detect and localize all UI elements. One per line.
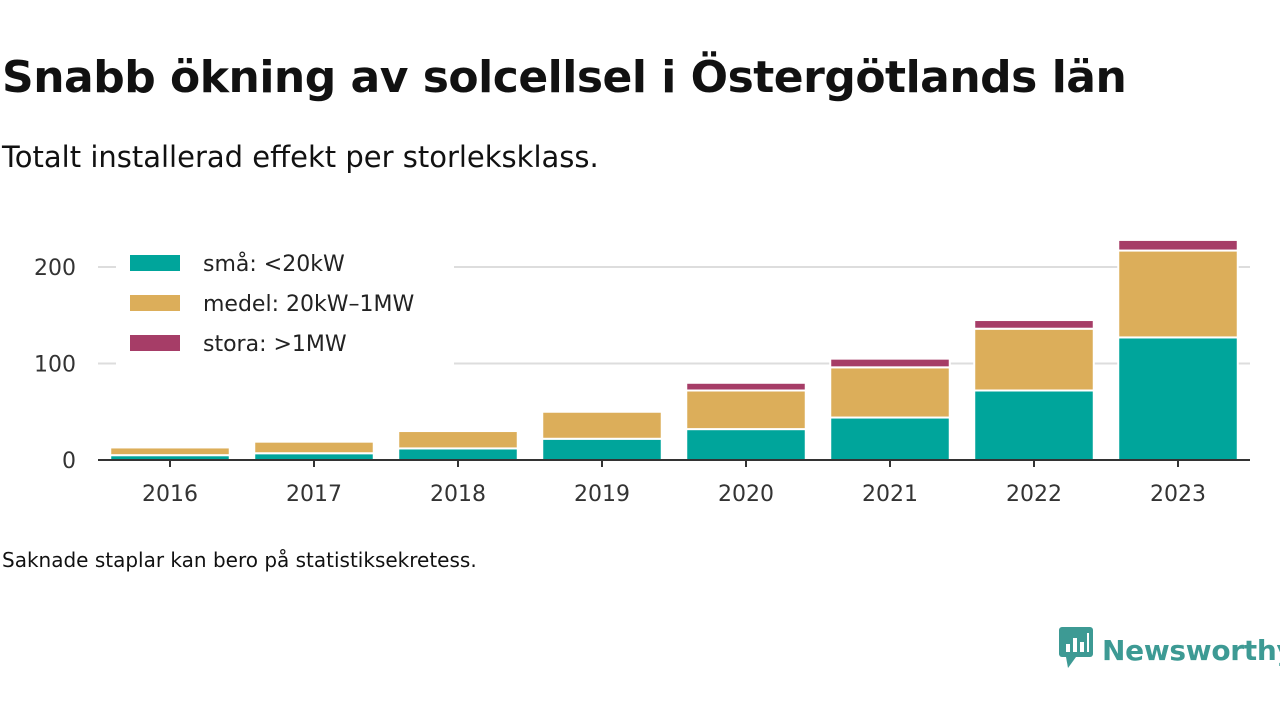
bars	[109, 238, 1239, 462]
footnote: Saknade staplar kan bero på statistiksek…	[2, 548, 477, 572]
page-title: Snabb ökning av solcellsel i Östergötlan…	[2, 52, 1127, 103]
bar-segment-2021-1	[829, 416, 951, 461]
legend: små: <20kW medel: 20kW–1MW stora: >1MW	[116, 240, 454, 368]
bar-segment-2021-2	[829, 366, 951, 419]
legend-swatch	[130, 335, 180, 351]
bar-segment-2019-2	[541, 410, 663, 440]
y-tick-label: 0	[62, 449, 76, 474]
bar-segment-2023-1	[1117, 336, 1239, 461]
bar-segment-2022-2	[973, 327, 1095, 392]
x-tick-label: 2022	[1006, 482, 1062, 507]
page-subtitle: Totalt installerad effekt per storlekskl…	[2, 140, 599, 174]
x-tick-label: 2020	[718, 482, 774, 507]
bar-segment-2022-1	[973, 389, 1095, 461]
bar-segment-2022-3	[973, 319, 1095, 330]
x-tick-label: 2016	[142, 482, 198, 507]
y-tick-label: 200	[34, 256, 76, 281]
newsworthy-logo-icon	[1058, 626, 1094, 674]
legend-label: stora: >1MW	[203, 332, 347, 357]
legend-swatch	[130, 295, 180, 311]
bar-segment-2017-2	[253, 440, 375, 455]
bar-segment-2019-1	[541, 437, 663, 462]
axes: 0 100 200 2016 2017 2018 2019 2020 2021 2022 2023	[34, 256, 1250, 507]
bar-segment-2020-1	[685, 428, 807, 461]
x-tick-label: 2019	[574, 482, 630, 507]
bar-segment-2023-2	[1117, 249, 1239, 339]
x-tick-label: 2023	[1150, 482, 1206, 507]
x-tick-label: 2018	[430, 482, 486, 507]
legend-label: små: <20kW	[203, 251, 345, 277]
bar-segment-2023-3	[1117, 238, 1239, 252]
bar-segment-2020-3	[685, 381, 807, 392]
legend-label: medel: 20kW–1MW	[203, 292, 414, 317]
bar-segment-2020-2	[685, 389, 807, 431]
bar-segment-2016-2	[109, 446, 231, 457]
brand-name: Newsworthy	[1102, 633, 1280, 667]
bar-segment-2021-3	[829, 357, 951, 369]
y-tick-label: 100	[34, 352, 76, 377]
bar-segment-2018-2	[397, 430, 519, 450]
bar-segment-2017-1	[253, 452, 375, 461]
brand-logo: Newsworthy	[1058, 626, 1280, 674]
legend-swatch	[130, 255, 180, 271]
bar-segment-2018-1	[397, 447, 519, 461]
x-tick-label: 2021	[862, 482, 918, 507]
x-tick-label: 2017	[286, 482, 342, 507]
